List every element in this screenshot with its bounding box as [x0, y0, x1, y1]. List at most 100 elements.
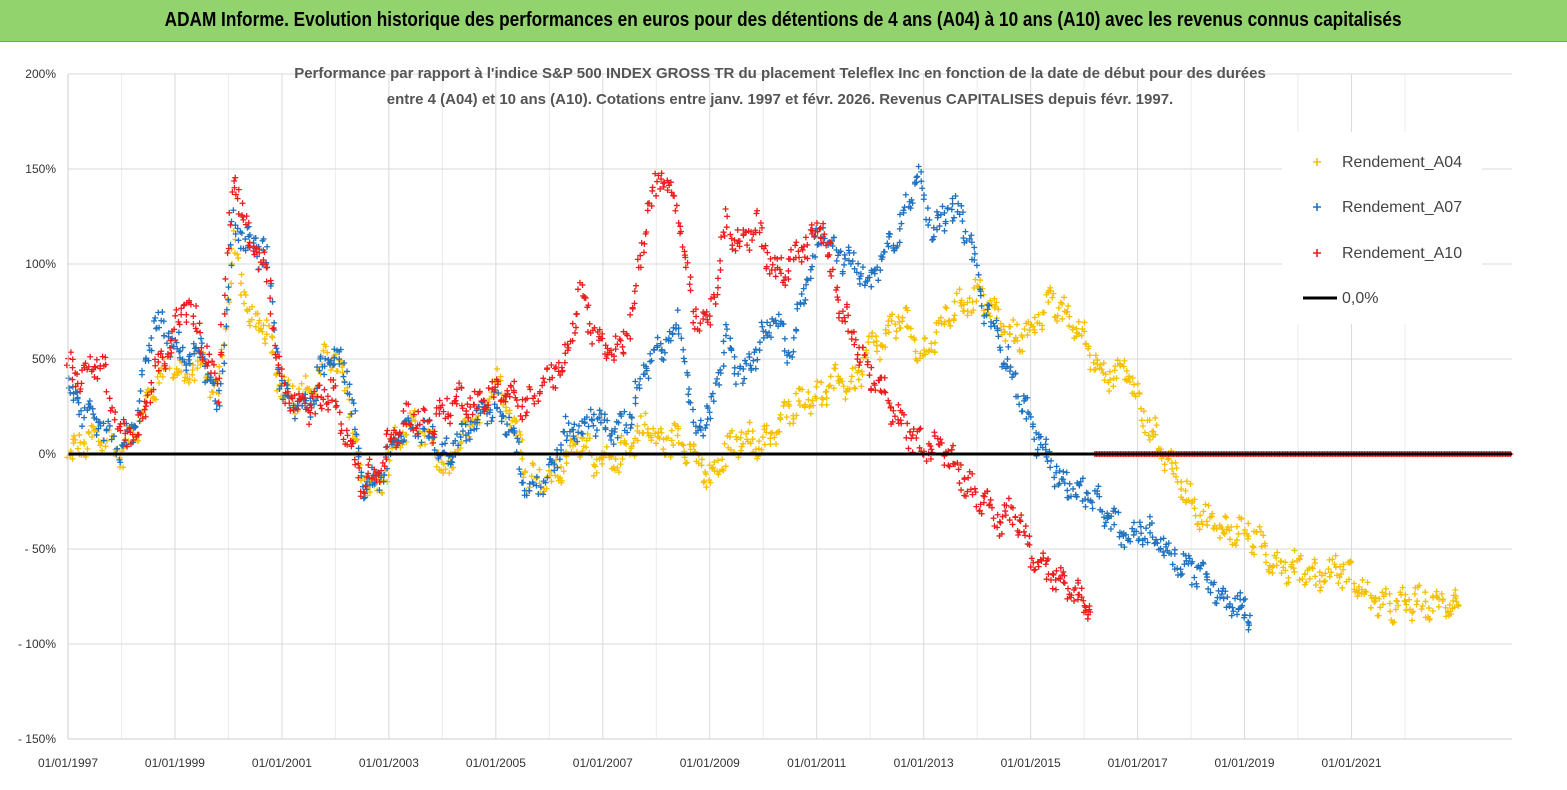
x-axis: 01/01/1997 01/01/1999 01/01/2001 01/01/2003…	[38, 738, 1512, 770]
data-point	[902, 191, 909, 198]
data-point	[670, 442, 677, 449]
data-point	[593, 469, 600, 476]
data-point	[1213, 525, 1220, 532]
data-point	[485, 385, 492, 392]
data-point	[852, 385, 859, 392]
data-point	[1052, 576, 1059, 583]
data-point	[645, 375, 652, 382]
data-point	[911, 336, 918, 343]
y-tick-label: - 50%	[25, 542, 57, 556]
data-point	[77, 388, 84, 395]
data-point	[551, 461, 558, 468]
data-point	[151, 317, 158, 324]
data-point	[317, 354, 324, 361]
data-point	[407, 410, 414, 417]
data-point	[158, 348, 165, 355]
data-point	[953, 290, 960, 297]
data-point	[1000, 360, 1007, 367]
data-point	[697, 427, 704, 434]
data-point	[904, 420, 911, 427]
data-point	[1009, 374, 1016, 381]
data-point	[1221, 530, 1228, 537]
data-point	[1321, 578, 1328, 585]
data-point	[1045, 555, 1052, 562]
data-point	[400, 408, 407, 415]
data-point	[735, 370, 742, 377]
data-point	[679, 441, 686, 448]
data-point	[543, 485, 550, 492]
data-point	[495, 390, 502, 397]
data-point	[449, 459, 456, 466]
data-point	[857, 273, 864, 280]
data-point	[620, 350, 627, 357]
data-point	[1274, 549, 1281, 556]
data-point	[376, 479, 383, 486]
data-point	[356, 464, 363, 471]
data-point	[797, 299, 804, 306]
data-point	[995, 306, 1002, 313]
data-point	[491, 401, 498, 408]
data-point	[1016, 401, 1023, 408]
data-point	[155, 359, 162, 365]
data-point	[1071, 597, 1078, 604]
data-point	[214, 380, 221, 387]
data-point	[194, 365, 201, 372]
data-point	[1064, 487, 1071, 494]
data-point	[381, 463, 388, 470]
data-point	[1101, 523, 1108, 530]
data-point	[141, 406, 148, 413]
data-point	[593, 427, 600, 434]
data-point	[1309, 564, 1316, 571]
data-point	[63, 362, 70, 369]
data-point	[485, 402, 492, 409]
data-point	[453, 393, 460, 400]
data-point	[980, 307, 987, 314]
data-point	[1269, 564, 1276, 571]
data-point	[685, 391, 692, 398]
data-point	[956, 286, 963, 293]
data-point	[727, 335, 734, 342]
data-point	[632, 282, 639, 289]
data-point	[696, 423, 703, 430]
data-point	[278, 366, 285, 373]
data-point	[1452, 586, 1459, 593]
data-point	[1170, 470, 1177, 477]
data-point	[686, 385, 693, 392]
x-tick-label: 01/01/2005	[466, 756, 526, 770]
data-point	[537, 484, 544, 491]
data-point	[978, 302, 985, 309]
data-point	[1179, 496, 1186, 503]
data-point	[1057, 564, 1064, 571]
data-point	[612, 425, 619, 432]
data-point	[269, 348, 276, 355]
data-point	[225, 296, 232, 303]
data-point	[466, 422, 473, 429]
data-point	[1007, 323, 1014, 330]
data-point	[92, 364, 99, 371]
data-point	[714, 375, 721, 382]
data-point	[804, 277, 811, 284]
data-point	[467, 395, 474, 402]
data-point	[654, 334, 661, 341]
data-point	[836, 310, 843, 317]
data-point	[439, 402, 446, 409]
data-point	[500, 413, 507, 420]
data-point	[159, 354, 166, 361]
data-point	[707, 321, 714, 328]
data-point	[631, 300, 638, 307]
data-point	[1224, 594, 1231, 601]
data-point	[999, 513, 1006, 520]
data-point	[1329, 556, 1336, 563]
data-point	[136, 409, 143, 416]
data-point	[942, 303, 949, 310]
data-point	[227, 241, 234, 248]
data-point	[680, 442, 687, 449]
data-point	[228, 218, 235, 225]
data-point	[839, 378, 846, 385]
data-point	[183, 367, 190, 374]
data-point	[1061, 580, 1068, 587]
data-point	[1296, 576, 1303, 583]
data-point	[1037, 433, 1044, 440]
data-point	[1186, 555, 1193, 562]
data-point	[1053, 567, 1060, 574]
